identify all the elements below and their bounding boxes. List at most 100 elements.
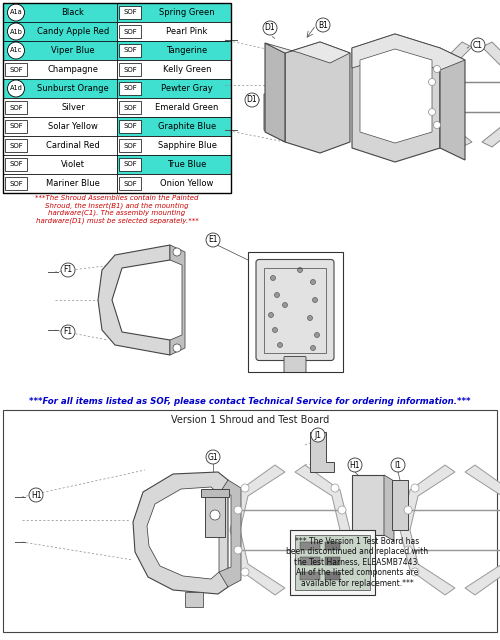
Circle shape [308,316,312,321]
Text: SOF: SOF [123,67,137,72]
FancyBboxPatch shape [284,356,306,372]
Polygon shape [147,487,219,579]
Circle shape [348,458,362,472]
Circle shape [314,333,320,337]
Bar [5,63,27,76]
Text: ***The Shroud Assemblies contain the Painted
Shroud, the Insert(B1) and the moun: ***The Shroud Assemblies contain the Pai… [35,195,199,224]
Bar [325,542,340,550]
Text: Champagne: Champagne [48,65,98,74]
Text: Cardinal Red: Cardinal Red [46,141,100,150]
Text: ***For all items listed as SOF, please contact Technical Service for ordering in: ***For all items listed as SOF, please c… [29,397,471,406]
Circle shape [312,298,318,303]
Polygon shape [285,42,350,153]
Text: D1: D1 [264,24,276,33]
Text: A1b: A1b [10,29,22,35]
Polygon shape [427,42,472,147]
Circle shape [173,248,181,256]
Bar [5,101,27,114]
Circle shape [268,312,274,317]
Circle shape [428,109,436,115]
Circle shape [282,303,288,307]
Bar [117,41,231,60]
Text: Sunburst Orange: Sunburst Orange [37,84,109,93]
Circle shape [338,546,346,554]
Circle shape [298,268,302,273]
Polygon shape [98,245,170,355]
Bar [117,136,231,155]
Polygon shape [133,472,228,594]
Bar [3,410,497,632]
Bar [117,155,231,174]
Text: Onion Yellow: Onion Yellow [160,179,214,188]
Text: SOF: SOF [123,161,137,168]
Circle shape [245,93,259,107]
Circle shape [338,506,346,514]
Circle shape [411,568,419,576]
Bar [117,174,231,193]
Text: Spring Green: Spring Green [159,8,215,17]
Bar [119,101,141,114]
Bar [117,98,231,117]
Text: Graphite Blue: Graphite Blue [158,122,216,131]
Circle shape [8,42,24,59]
Bar [290,530,375,595]
Bar [3,174,117,193]
Bar [3,22,117,41]
FancyBboxPatch shape [256,259,334,360]
Text: *** The Version 1 Test Board has
been discontinued and replaced with
the Test Ha: *** The Version 1 Test Board has been di… [286,537,428,588]
Text: SOF: SOF [9,180,23,186]
Circle shape [310,280,316,285]
Text: F1: F1 [64,266,72,275]
Circle shape [241,484,249,492]
Circle shape [206,233,220,247]
Circle shape [29,488,43,502]
Text: Emerald Green: Emerald Green [156,103,218,112]
Bar [117,60,231,79]
Bar [117,3,231,22]
Text: Sapphire Blue: Sapphire Blue [158,141,216,150]
Circle shape [331,568,339,576]
Bar [3,41,117,60]
Text: F1: F1 [64,328,72,337]
Text: Violet: Violet [61,160,85,169]
Circle shape [210,510,220,520]
Bar [3,60,117,79]
Bar [5,120,27,133]
Text: B1: B1 [318,20,328,29]
Text: Candy Apple Red: Candy Apple Red [37,27,109,36]
Text: Tangerine: Tangerine [166,46,207,55]
Bar [205,493,225,537]
Polygon shape [265,43,285,142]
Circle shape [428,79,436,86]
Text: SOF: SOF [123,180,137,186]
Text: J1: J1 [314,431,322,440]
Polygon shape [170,245,185,355]
Text: A1d: A1d [10,86,22,92]
Circle shape [434,122,440,129]
Text: SOF: SOF [123,104,137,111]
Circle shape [8,23,24,40]
Bar [119,177,141,190]
Bar [352,475,384,535]
Text: C1: C1 [473,40,483,49]
Text: SOF: SOF [123,10,137,15]
Circle shape [278,342,282,348]
Polygon shape [352,34,440,162]
Circle shape [404,546,412,554]
Text: Silver: Silver [61,103,85,112]
Polygon shape [400,465,455,595]
Bar [300,542,320,550]
Bar [119,25,141,38]
Bar [300,557,320,565]
Circle shape [8,4,24,21]
Text: Pearl Pink: Pearl Pink [166,27,207,36]
Text: G1: G1 [208,452,218,461]
Circle shape [471,38,485,52]
Circle shape [206,450,220,464]
Circle shape [411,484,419,492]
Text: SOF: SOF [123,124,137,129]
Text: H1: H1 [31,490,41,499]
Bar [117,22,231,41]
Circle shape [263,21,277,35]
Text: Version 1 Shroud and Test Board: Version 1 Shroud and Test Board [171,415,329,425]
